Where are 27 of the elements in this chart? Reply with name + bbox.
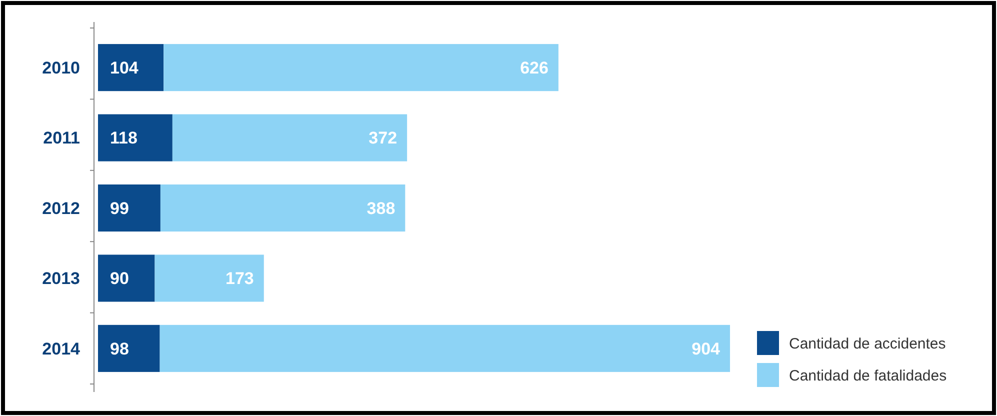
- legend-label: Cantidad de fatalidades: [789, 367, 947, 384]
- data-label: 626: [520, 58, 548, 78]
- bar: [98, 254, 155, 302]
- bar: [98, 114, 172, 162]
- data-label: 118: [110, 128, 138, 148]
- data-label: 90: [110, 269, 129, 288]
- bar: [98, 324, 160, 372]
- bar: [98, 184, 160, 232]
- data-label: 173: [226, 269, 254, 288]
- data-label: 904: [692, 339, 721, 358]
- bar: [160, 184, 406, 232]
- y-tick-label: 2010: [42, 58, 80, 78]
- y-tick-label: 2012: [42, 198, 80, 218]
- data-label: 104: [110, 58, 139, 78]
- bar: [154, 254, 264, 302]
- data-label: 99: [110, 198, 129, 218]
- data-label: 388: [366, 198, 396, 218]
- data-label: 98: [110, 339, 129, 358]
- y-tick-label: 2013: [42, 269, 80, 288]
- bar: [98, 44, 164, 92]
- y-tick-label: 2014: [42, 339, 81, 358]
- bar: [160, 324, 730, 372]
- legend-label: Cantidad de accidentes: [789, 335, 946, 352]
- data-label: 372: [368, 128, 398, 148]
- bar: [172, 114, 408, 162]
- bar: [164, 44, 558, 92]
- y-tick-label: 2011: [43, 128, 80, 148]
